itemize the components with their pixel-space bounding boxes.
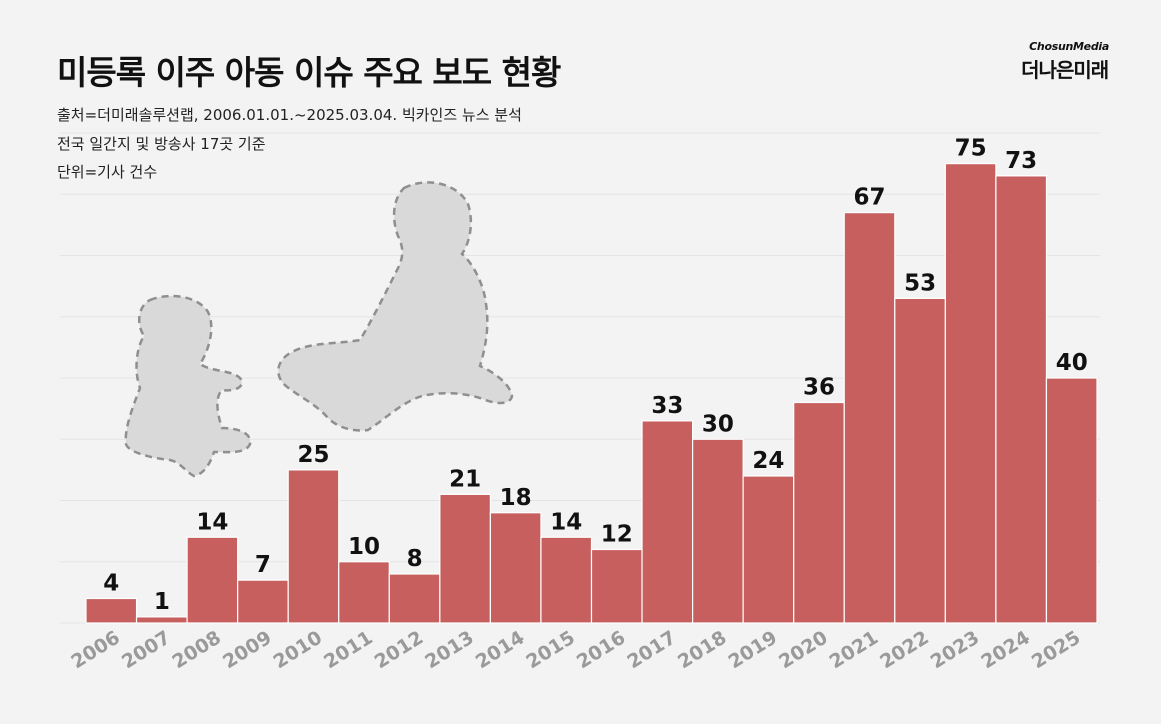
bars [85,163,1098,624]
brand-name: 더나은미래 [1021,58,1109,82]
x-tick-labels: 2006200720082009201020112012201320142015… [67,627,1084,674]
value-label-2010: 25 [297,442,329,468]
tick-label-2008: 2008 [169,627,226,674]
tick-label-2018: 2018 [674,627,731,674]
bar-2022 [894,297,946,624]
bar-2021 [843,212,896,624]
bar-2009 [237,579,289,624]
tick-label-2009: 2009 [219,627,276,674]
bar-2010 [287,469,340,624]
bar-2020 [793,401,845,624]
value-label-2023: 75 [955,136,987,162]
bar-2018 [691,438,744,624]
tick-label-2020: 2020 [775,627,832,674]
tick-label-2006: 2006 [67,627,124,674]
bar-2014 [489,512,542,624]
tick-label-2012: 2012 [371,627,428,674]
value-label-2012: 8 [407,546,423,572]
tick-label-2025: 2025 [1028,627,1085,674]
children-silhouette-icon [124,181,514,478]
tick-label-2013: 2013 [421,627,478,674]
bar-2025 [1045,377,1098,624]
value-label-2015: 14 [550,509,582,535]
bar-2024 [995,175,1048,624]
tick-label-2022: 2022 [876,627,933,674]
tick-label-2019: 2019 [725,627,782,674]
tick-label-2014: 2014 [472,627,529,674]
value-label-2020: 36 [803,375,835,401]
value-label-2017: 33 [651,393,683,419]
bar-2013 [439,493,492,624]
value-label-2006: 4 [103,571,119,597]
value-label-2009: 7 [255,552,271,578]
tick-label-2021: 2021 [826,627,883,674]
bar-2011 [338,561,390,624]
value-label-2021: 67 [854,185,886,211]
tick-label-2010: 2010 [270,627,327,674]
scope-note: 전국 일간지 및 방송사 17곳 기준 [57,135,266,153]
bar-2017 [641,420,694,624]
value-label-2022: 53 [904,270,936,296]
tick-label-2015: 2015 [522,627,579,674]
bar-2016 [590,548,643,624]
small-child-silhouette [124,294,252,478]
bar-2006 [85,597,138,624]
value-label-2018: 30 [702,411,734,437]
value-label-2024: 73 [1005,148,1037,174]
tick-label-2024: 2024 [977,627,1034,674]
value-label-2019: 24 [752,448,784,474]
chart-title: 미등록 이주 아동 이슈 주요 보도 현황 [57,53,561,92]
unit-note: 단위=기사 건수 [57,163,158,181]
bar-2019 [742,475,795,624]
value-label-2013: 21 [449,466,481,492]
bar-2012 [388,573,441,624]
tick-label-2007: 2007 [118,627,175,674]
bar-2008 [186,536,239,624]
bar-2007 [135,616,188,624]
value-labels: 4 1 14 7 25 10 8 21 18 14 12 33 30 24 36 67 53 75 73 40 [103,136,1087,615]
brand-logo: ChosunMedia 더나은미래 [1021,40,1109,83]
tick-label-2017: 2017 [623,627,680,674]
tick-label-2023: 2023 [927,627,984,674]
brand-publisher: ChosunMedia [1029,40,1109,53]
source-note: 출처=더미래솔루션랩, 2006.01.01.~2025.03.04. 빅카인즈… [57,106,522,124]
value-label-2007: 1 [154,589,170,615]
tick-label-2016: 2016 [573,627,630,674]
value-label-2016: 12 [601,522,633,548]
value-label-2011: 10 [348,534,380,560]
value-label-2008: 14 [196,509,228,535]
tick-label-2011: 2011 [320,627,377,674]
bar-2015 [540,536,593,624]
value-label-2025: 40 [1056,350,1088,376]
older-child-silhouette [277,181,514,432]
bar-2023 [944,163,997,624]
value-label-2014: 18 [500,485,532,511]
